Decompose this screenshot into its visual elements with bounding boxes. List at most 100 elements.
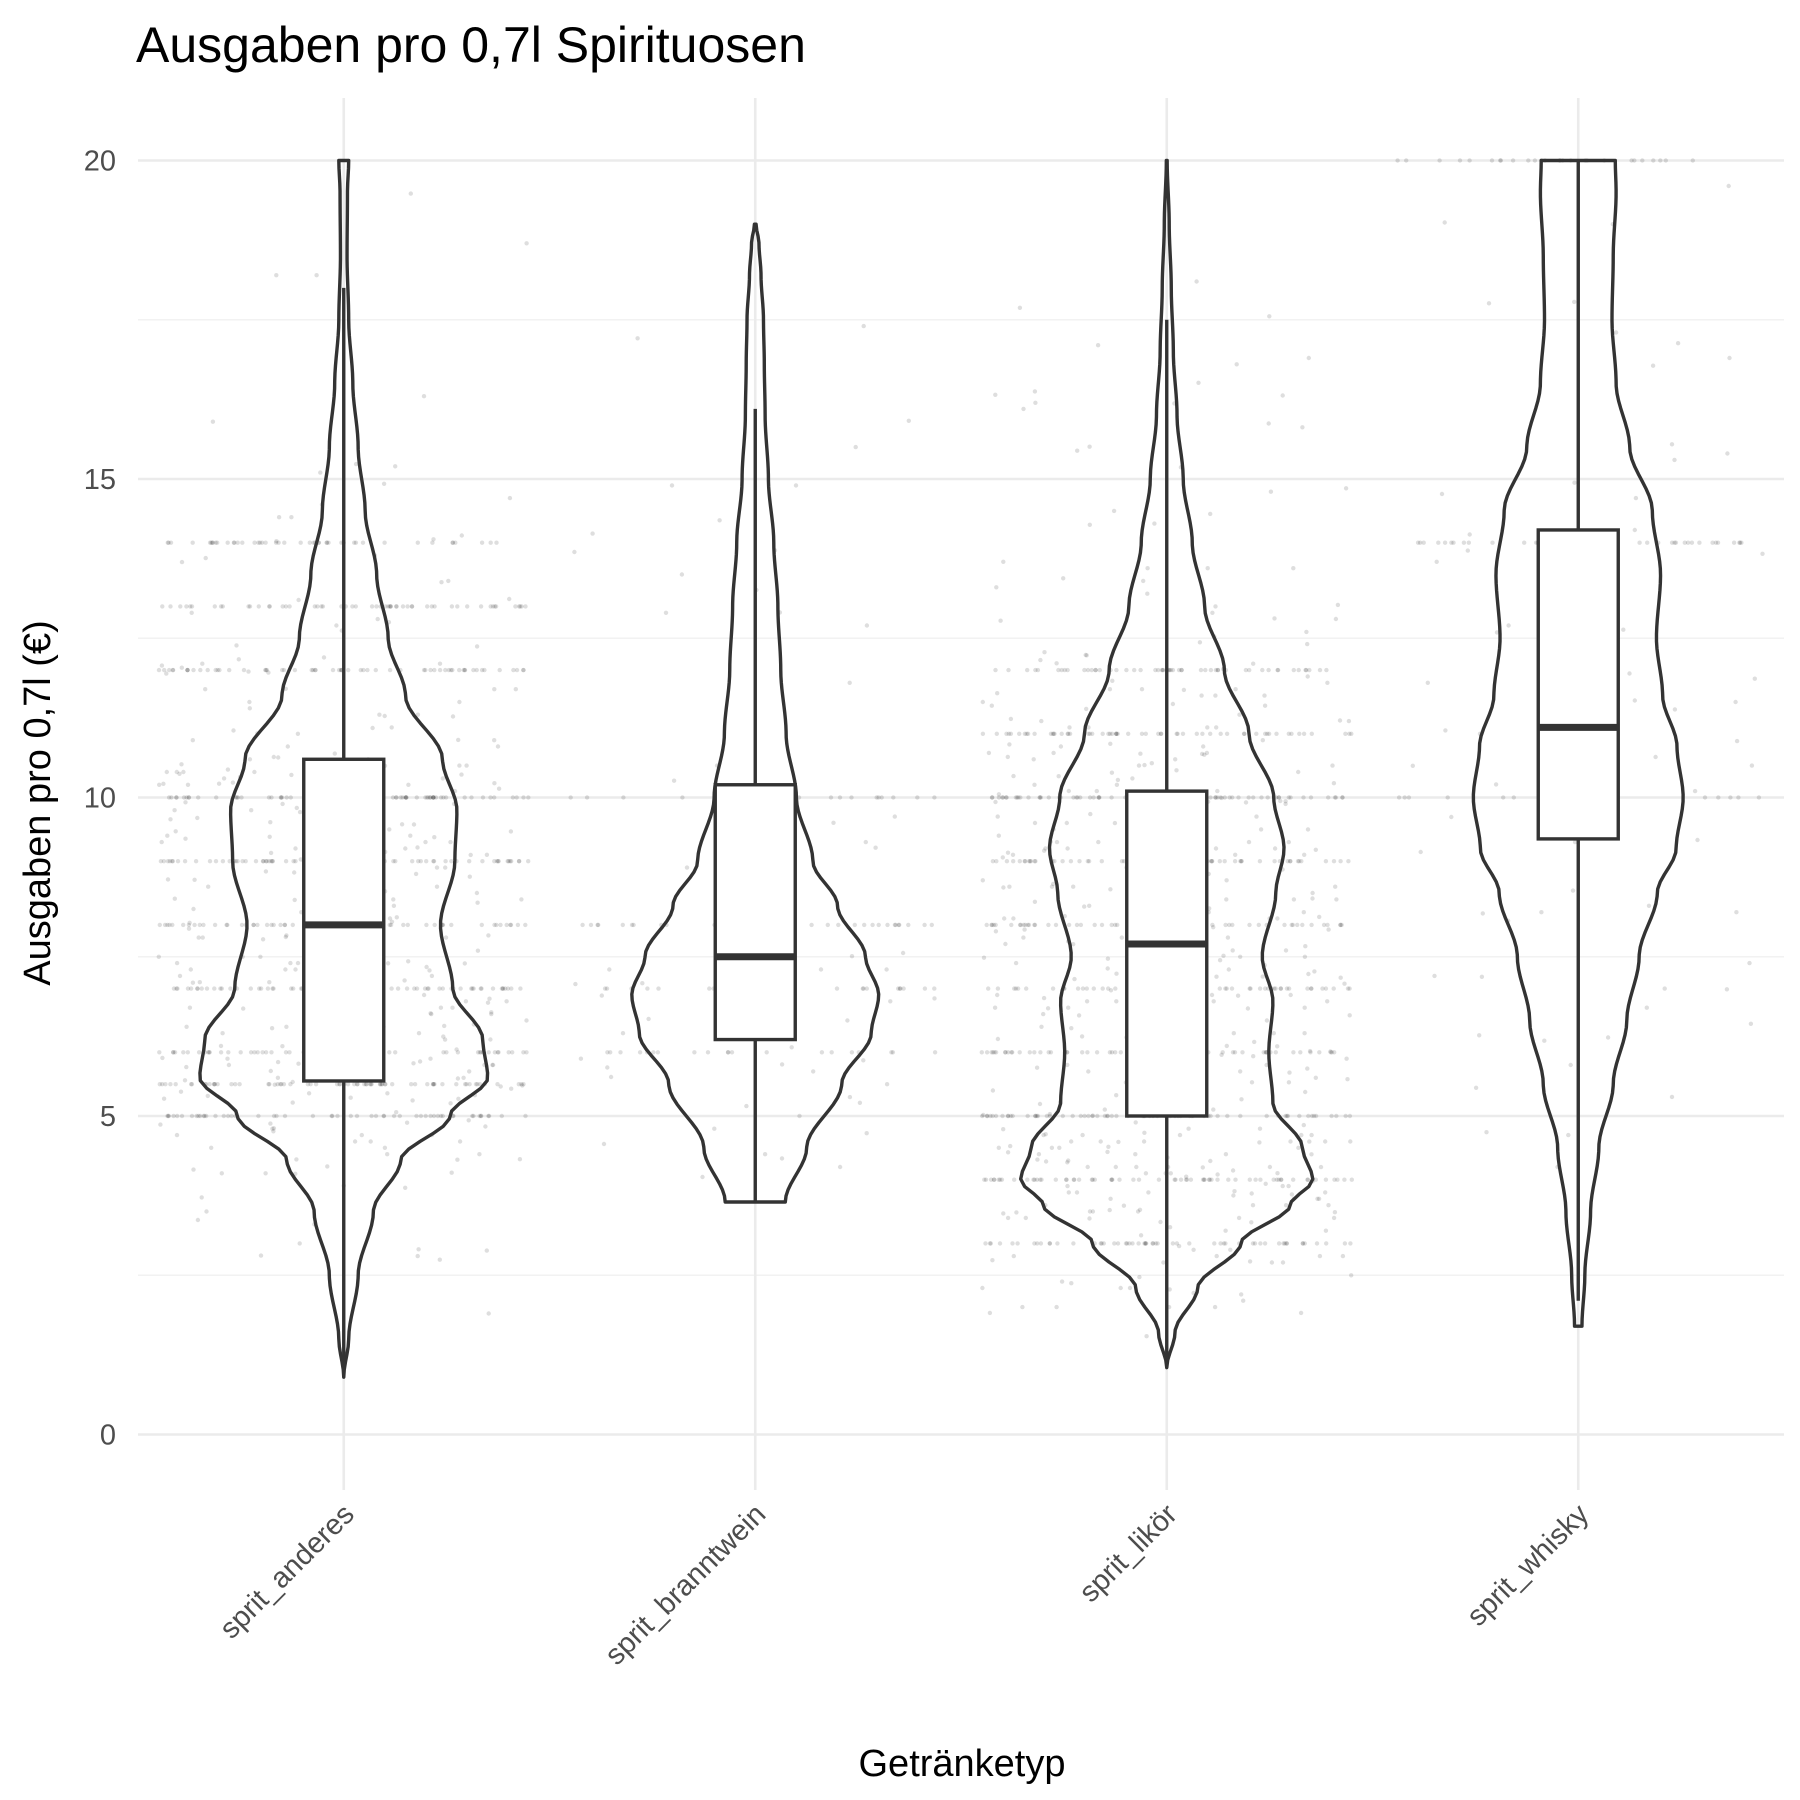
- jitter-point: [520, 1083, 525, 1088]
- jitter-point: [417, 1059, 423, 1064]
- jitter-point: [225, 922, 230, 928]
- jitter-point: [1102, 1113, 1108, 1119]
- jitter-point: [515, 922, 521, 928]
- jitter-point: [1156, 1177, 1162, 1182]
- jitter-point: [179, 665, 184, 670]
- jitter-point: [440, 1113, 445, 1119]
- jitter-point: [170, 667, 175, 673]
- jitter-point: [1109, 770, 1115, 775]
- jitter-point: [490, 604, 496, 609]
- jitter-point: [314, 273, 319, 278]
- jitter-point: [443, 935, 449, 940]
- jitter-point: [1017, 859, 1022, 864]
- jitter-point: [443, 795, 449, 800]
- jitter-point: [891, 795, 896, 800]
- jitter-point: [295, 960, 301, 966]
- jitter-point: [409, 1082, 414, 1087]
- jitter-point: [1115, 922, 1120, 928]
- jitter-point: [1249, 1080, 1255, 1085]
- jitter-point: [1071, 942, 1076, 947]
- jitter-point: [509, 986, 514, 991]
- jitter-point: [1199, 693, 1204, 698]
- jitter-point: [1107, 687, 1113, 692]
- jitter-point: [499, 1113, 504, 1119]
- jitter-point: [1302, 852, 1307, 857]
- jitter-point: [1115, 1241, 1121, 1246]
- jitter-point: [294, 1157, 299, 1162]
- jitter-point: [524, 241, 529, 246]
- jitter-point: [430, 1082, 436, 1087]
- jitter-point: [283, 859, 289, 864]
- jitter-point: [240, 540, 245, 545]
- jitter-point: [1226, 967, 1232, 972]
- jitter-point: [997, 1177, 1003, 1182]
- jitter-point: [996, 1145, 1001, 1151]
- jitter-point: [1644, 1005, 1650, 1010]
- jitter-point: [459, 772, 464, 777]
- jitter-point: [219, 986, 224, 991]
- jitter-point: [197, 922, 202, 928]
- jitter-point: [490, 986, 496, 991]
- jitter-point: [260, 1050, 265, 1055]
- jitter-point: [1097, 667, 1103, 673]
- jitter-point: [291, 859, 296, 864]
- jitter-point: [393, 1050, 398, 1055]
- jitter-point: [174, 986, 179, 991]
- jitter-point: [1276, 1177, 1282, 1182]
- jitter-point: [828, 795, 834, 800]
- jitter-point: [231, 540, 237, 545]
- jitter-point: [1032, 782, 1037, 787]
- jitter-point: [1283, 1113, 1288, 1119]
- jitter-point: [478, 986, 483, 991]
- jitter-point: [744, 1103, 749, 1109]
- jitter-point: [1304, 667, 1309, 673]
- jitter-point: [1395, 158, 1400, 163]
- jitter-point: [401, 922, 406, 928]
- jitter-point: [1257, 1126, 1263, 1131]
- jitter-point: [249, 808, 254, 813]
- jitter-point: [405, 922, 410, 928]
- jitter-point: [993, 392, 998, 397]
- jitter-point: [870, 922, 875, 928]
- jitter-point: [1291, 1050, 1296, 1055]
- jitter-point: [218, 1043, 224, 1049]
- jitter-point: [288, 960, 293, 966]
- jitter-point: [241, 667, 247, 673]
- jitter-point: [1299, 1132, 1304, 1138]
- jitter-point: [1258, 1177, 1263, 1182]
- jitter-point: [1307, 1139, 1312, 1144]
- jitter-point: [1338, 975, 1343, 980]
- jitter-point: [168, 817, 173, 822]
- jitter-point: [238, 1050, 243, 1055]
- jitter-point: [847, 1094, 853, 1100]
- jitter-point: [669, 483, 675, 488]
- jitter-point: [1662, 986, 1667, 991]
- jitter-point: [431, 1113, 437, 1119]
- jitter-point: [212, 986, 217, 991]
- jitter-point: [1309, 986, 1314, 991]
- jitter-point: [1253, 1177, 1258, 1182]
- jitter-point: [240, 859, 245, 864]
- jitter-point: [1153, 667, 1158, 673]
- jitter-point: [621, 795, 626, 800]
- jitter-point: [448, 1101, 453, 1106]
- jitter-point: [503, 986, 508, 991]
- jitter-point: [1087, 903, 1092, 908]
- jitter-point: [1047, 1241, 1053, 1246]
- jitter-point: [1346, 718, 1352, 724]
- jitter-point: [474, 890, 480, 896]
- jitter-point: [1237, 712, 1242, 717]
- jitter-point: [932, 986, 937, 991]
- jitter-point: [270, 1126, 275, 1131]
- jitter-point: [1168, 1171, 1174, 1176]
- jitter-point: [1065, 1160, 1070, 1165]
- jitter-point: [1170, 667, 1176, 673]
- jitter-point: [1332, 795, 1338, 800]
- jitter-point: [1715, 540, 1721, 545]
- jitter-point: [1632, 698, 1638, 703]
- jitter-point: [275, 1075, 281, 1081]
- jitter-point: [361, 667, 366, 673]
- jitter-point: [282, 1113, 288, 1119]
- jitter-point: [231, 728, 236, 733]
